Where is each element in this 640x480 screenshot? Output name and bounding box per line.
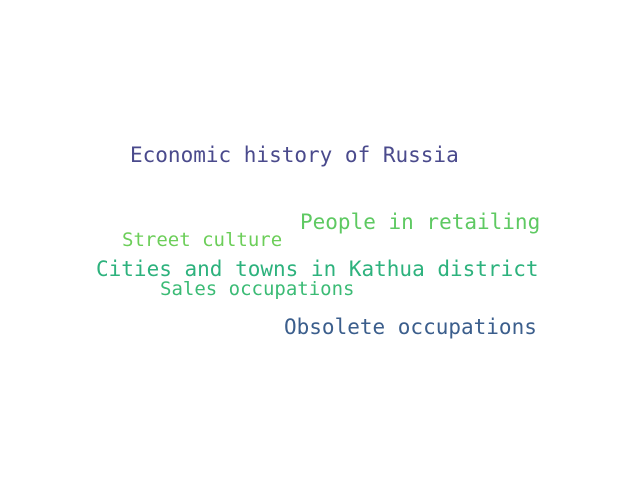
word-obsolete-occupations: Obsolete occupations: [284, 315, 537, 339]
word-cities-and-towns-in-kathua-district: Cities and towns in Kathua district: [96, 257, 539, 281]
word-street-culture: Street culture: [122, 229, 283, 251]
word-economic-history-of-russia: Economic history of Russia: [130, 143, 459, 167]
word-people-in-retailing: People in retailing: [300, 210, 541, 234]
word-sales-occupations: Sales occupations: [160, 278, 355, 300]
